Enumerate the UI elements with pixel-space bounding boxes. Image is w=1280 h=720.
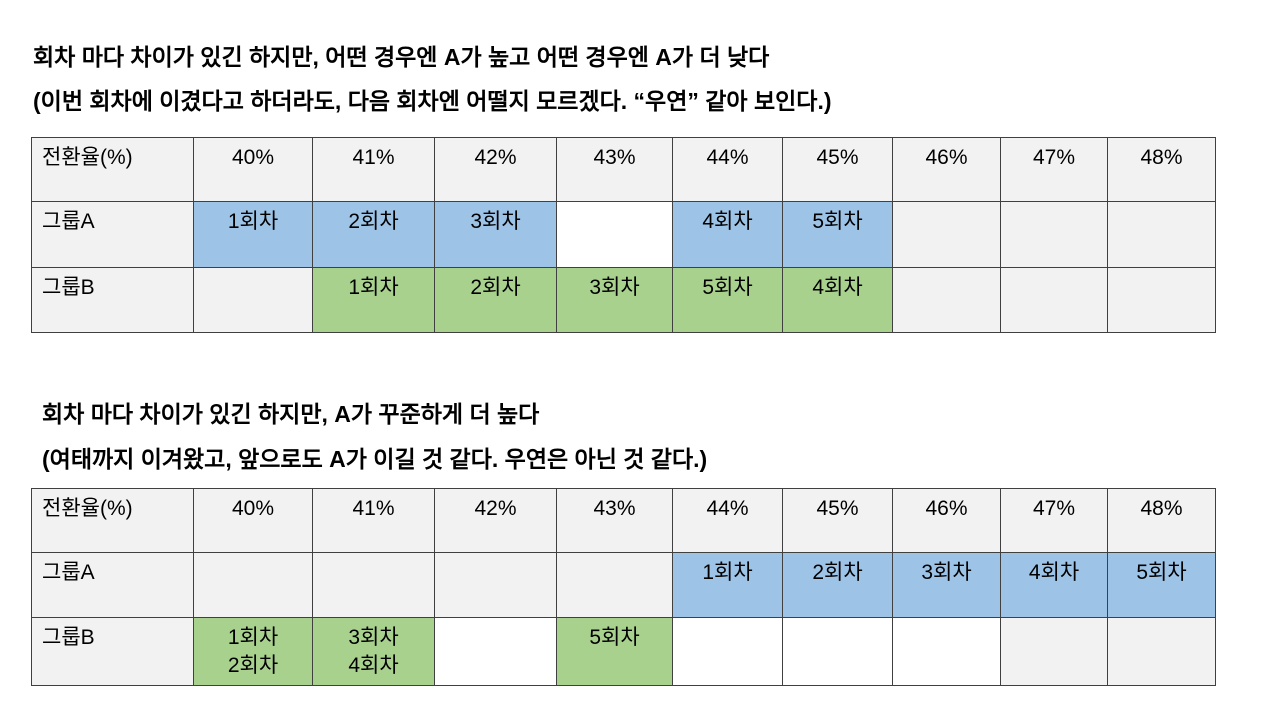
rate-header-cell: 43% [556,137,673,202]
rate-header-cell: 45% [782,488,893,553]
round-cell: 3회차 [556,267,673,333]
header-label-cell: 전환율(%) [31,137,194,202]
group-b-row: 그룹B 1회차 2회차 3회차 5회차 4회차 [31,267,1216,333]
round-cell: 1회차 2회차 [193,617,313,686]
round-cell [1000,267,1108,333]
group-label-cell: 그룹A [31,552,194,618]
group-label-cell: 그룹A [31,201,194,268]
round-cell [1107,267,1216,333]
section-2-heading: 회차 마다 차이가 있긴 하지만, A가 꾸준하게 더 높다 [42,401,540,427]
round-cell [1107,201,1216,268]
round-cell [782,617,893,686]
round-cell: 3회차 [434,201,557,268]
round-cell [556,201,673,268]
header-row: 전환율(%) 40% 41% 42% 43% 44% 45% 46% 47% 4… [31,488,1216,553]
round-cell: 3회차 [892,552,1001,618]
round-cell: 1회차 [312,267,435,333]
round-cell: 5회차 [1107,552,1216,618]
rate-header-cell: 48% [1107,488,1216,553]
group-label-cell: 그룹B [31,617,194,686]
round-cell: 5회차 [556,617,673,686]
section-1-heading: 회차 마다 차이가 있긴 하지만, 어떤 경우엔 A가 높고 어떤 경우엔 A가… [33,44,770,70]
round-cell [892,617,1001,686]
rate-header-cell: 43% [556,488,673,553]
round-cell [1107,617,1216,686]
round-cell: 3회차 4회차 [312,617,435,686]
round-cell: 1회차 [193,201,313,268]
round-cell [892,267,1001,333]
round-cell: 5회차 [672,267,783,333]
round-cell: 2회차 [434,267,557,333]
rate-header-cell: 44% [672,488,783,553]
rate-header-cell: 47% [1000,137,1108,202]
round-cell [556,552,673,618]
rate-header-cell: 45% [782,137,893,202]
round-cell [434,552,557,618]
round-cell [434,617,557,686]
rate-header-cell: 46% [892,137,1001,202]
rate-header-cell: 41% [312,137,435,202]
group-a-row: 그룹A 1회차 2회차 3회차 4회차 5회차 [31,201,1216,268]
rate-header-cell: 46% [892,488,1001,553]
group-label-cell: 그룹B [31,267,194,333]
section-1-subheading: (이번 회차에 이겼다고 하더라도, 다음 회차엔 어떨지 모르겠다. “우연”… [33,88,832,114]
rate-header-cell: 42% [434,488,557,553]
round-cell [672,617,783,686]
round-cell: 1회차 [672,552,783,618]
rate-header-cell: 41% [312,488,435,553]
group-a-row: 그룹A 1회차 2회차 3회차 4회차 5회차 [31,552,1216,618]
rate-header-cell: 42% [434,137,557,202]
conversion-rate-table-1: 전환율(%) 40% 41% 42% 43% 44% 45% 46% 47% 4… [31,137,1216,333]
round-cell [892,201,1001,268]
round-cell: 4회차 [782,267,893,333]
round-cell: 2회차 [782,552,893,618]
header-row: 전환율(%) 40% 41% 42% 43% 44% 45% 46% 47% 4… [31,137,1216,202]
rate-header-cell: 40% [193,488,313,553]
header-label-cell: 전환율(%) [31,488,194,553]
rate-header-cell: 40% [193,137,313,202]
conversion-rate-table-2: 전환율(%) 40% 41% 42% 43% 44% 45% 46% 47% 4… [31,488,1216,686]
rate-header-cell: 44% [672,137,783,202]
round-cell [193,552,313,618]
round-cell: 4회차 [1000,552,1108,618]
round-cell [1000,201,1108,268]
section-2-subheading: (여태까지 이겨왔고, 앞으로도 A가 이길 것 같다. 우연은 아닌 것 같다… [42,446,708,472]
round-cell: 4회차 [672,201,783,268]
round-cell: 2회차 [312,201,435,268]
round-cell [1000,617,1108,686]
rate-header-cell: 48% [1107,137,1216,202]
rate-header-cell: 47% [1000,488,1108,553]
group-b-row: 그룹B 1회차 2회차 3회차 4회차 5회차 [31,617,1216,686]
round-cell [193,267,313,333]
round-cell: 5회차 [782,201,893,268]
round-cell [312,552,435,618]
